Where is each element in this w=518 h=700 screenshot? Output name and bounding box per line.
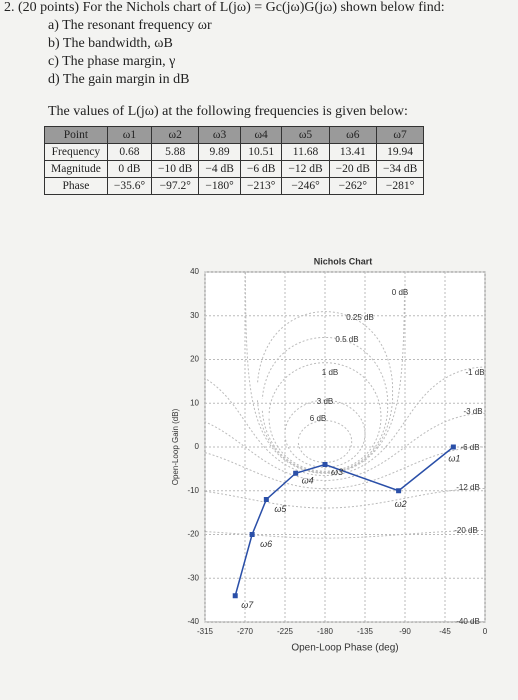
table-cell: Magnitude [44, 160, 108, 178]
table-cell: −213° [239, 177, 283, 195]
x-tick-label: -315 [197, 627, 214, 636]
table-caption: The values of L(jω) at the following fre… [48, 104, 408, 119]
m-contour [297, 420, 353, 463]
table-cell: ω6 [328, 126, 377, 144]
table-cell: 13.41 [328, 143, 377, 161]
m-contour [268, 362, 382, 472]
x-tick-label: -180 [317, 627, 334, 636]
contour-label: 0.25 dB [346, 313, 374, 322]
y-tick-label: 30 [190, 311, 199, 320]
point-label: ω5 [274, 504, 287, 514]
table-cell: 9.89 [198, 143, 241, 161]
table-cell: ω2 [151, 126, 200, 144]
item: d) The gain margin in dB [48, 72, 190, 87]
y-tick-label: -40 [187, 617, 199, 626]
point-marker [450, 444, 456, 450]
table-cell: −34 dB [375, 160, 425, 178]
problem-number: 2. [4, 0, 15, 15]
table-row: Frequency 0.68 5.88 9.89 10.51 11.68 13.41 19.9… [44, 143, 425, 161]
table-cell: ω4 [239, 126, 283, 144]
item: c) The phase margin, γ [48, 54, 176, 69]
contour-label: -20 dB [454, 526, 478, 535]
point-marker [396, 488, 402, 494]
table-cell: −20 dB [328, 160, 377, 178]
table-cell: −246° [281, 177, 330, 195]
contour-label: 0 dB [392, 288, 408, 297]
y-tick-label: -10 [187, 486, 199, 495]
y-tick-label: 10 [190, 398, 199, 407]
table-cell: −97.2° [151, 177, 200, 195]
point-label: ω2 [395, 499, 407, 509]
point-label: ω6 [260, 539, 272, 549]
contour-label: 1 dB [322, 368, 338, 377]
y-tick-label: 40 [190, 267, 199, 276]
x-tick-label: -270 [237, 627, 254, 636]
contour-label: -6 dB [460, 443, 479, 452]
x-tick-label: -90 [399, 627, 411, 636]
table-cell: −262° [328, 177, 377, 195]
m-contour [261, 336, 389, 473]
chart-title: Nichols Chart [314, 256, 373, 266]
point-marker [293, 470, 299, 476]
m-contour [205, 529, 485, 539]
point-marker [232, 593, 238, 599]
table-cell: ω7 [375, 126, 425, 144]
table-row: Phase −35.6° −97.2° −180° −213° −246° −262° −28… [44, 177, 425, 195]
item: a) The resonant frequency ωr [48, 18, 212, 33]
contour-label: -12 dB [456, 483, 480, 492]
x-tick-label: -225 [277, 627, 294, 636]
m-contour [205, 366, 485, 477]
problem-text: For the Nichols chart of L(jω) = Gc(jω)G… [82, 0, 445, 15]
y-label: Open-Loop Gain (dB) [171, 408, 180, 485]
y-tick-label: 20 [190, 355, 199, 364]
table-row: Point ω1 ω2 ω3 ω4 ω5 ω6 ω7 [44, 126, 425, 144]
point-label: ω7 [241, 600, 254, 610]
x-tick-label: -135 [357, 627, 374, 636]
y-tick-label: 0 [195, 442, 200, 451]
contour-label: -1 dB [465, 368, 484, 377]
point-marker [322, 462, 328, 467]
contour-label: 3 dB [317, 397, 333, 406]
table-cell: ω5 [281, 126, 330, 144]
point-marker [249, 532, 255, 537]
contour-label: 0.5 dB [335, 335, 358, 344]
contour-label: 6 dB [310, 414, 326, 423]
table-cell: −4 dB [198, 160, 241, 178]
point-label: ω4 [302, 476, 314, 486]
x-tick-label: 0 [483, 627, 488, 636]
x-label: Open-Loop Phase (deg) [291, 643, 398, 654]
item: b) The bandwidth, ωB [48, 36, 173, 51]
table: Point ω1 ω2 ω3 ω4 ω5 ω6 ω7 Frequency 0.68 5.88 9.89… [44, 126, 425, 195]
contour-label: -40 dB [456, 617, 480, 626]
problem-points: (20 points) [18, 0, 80, 15]
point-label: ω3 [331, 467, 343, 477]
point-marker [263, 497, 269, 502]
contour-label: -3 dB [463, 407, 482, 416]
y-tick-label: -20 [187, 530, 199, 539]
table-cell: 0 dB [106, 160, 153, 178]
y-tick-label: -30 [187, 573, 199, 582]
x-tick-label: -45 [439, 627, 451, 636]
point-label: ω1 [448, 453, 460, 463]
table-cell: −281° [375, 177, 425, 195]
problem-head: 2. (20 points) For the Nichols chart of … [4, 0, 445, 16]
table-cell: −10 dB [151, 160, 200, 178]
table-cell: −180° [198, 177, 241, 195]
table-cell: ω1 [106, 126, 153, 144]
m-contour [284, 399, 366, 468]
table-cell: Point [44, 126, 108, 144]
table-cell: −12 dB [281, 160, 330, 178]
